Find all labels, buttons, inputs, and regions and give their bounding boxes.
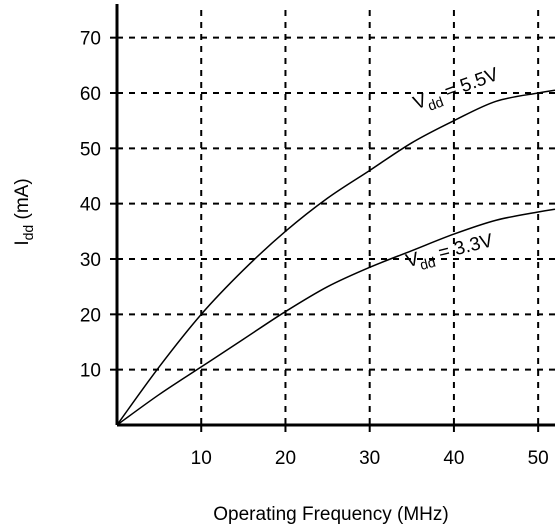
x-tick-label: 50 [528, 448, 549, 469]
series-label-suffix: = 3.3V [431, 230, 495, 265]
x-tick-label: 40 [443, 448, 464, 469]
y-axis-label-suffix: (mA) [12, 178, 33, 224]
axes [115, 4, 555, 427]
grid [117, 10, 555, 425]
series-label-sub: dd [426, 93, 446, 113]
x-tick-label: 20 [275, 448, 296, 469]
y-tick-label: 50 [80, 139, 101, 160]
series-label: Vdd = 3.3V [404, 230, 497, 276]
y-tick-label: 60 [80, 84, 101, 105]
x-axis-label: Operating Frequency (MHz) [213, 504, 448, 525]
y-axis-label-base: I [12, 240, 33, 245]
y-tick-label: 30 [80, 250, 101, 271]
series-label: Vdd = 5.5V [411, 64, 503, 118]
ticks: 10 20 30 40 50 60 70 10 20 30 40 50 [80, 29, 549, 469]
series-line [116, 89, 556, 426]
series-label-base: V [404, 249, 422, 273]
x-tick-label: 10 [191, 448, 212, 469]
series-lines [116, 89, 556, 426]
series-label-sub: dd [418, 254, 437, 273]
x-tick-label: 30 [359, 448, 380, 469]
y-axis-label-sub: dd [20, 225, 36, 241]
series-line [116, 208, 556, 426]
series-label-suffix: = 5.5V [437, 64, 502, 105]
y-tick-label: 70 [80, 29, 101, 50]
y-tick-label: 40 [80, 195, 101, 216]
y-axis-label: Idd (mA) [12, 178, 36, 245]
y-tick-label: 20 [80, 305, 101, 326]
y-tick-label: 10 [80, 361, 101, 382]
